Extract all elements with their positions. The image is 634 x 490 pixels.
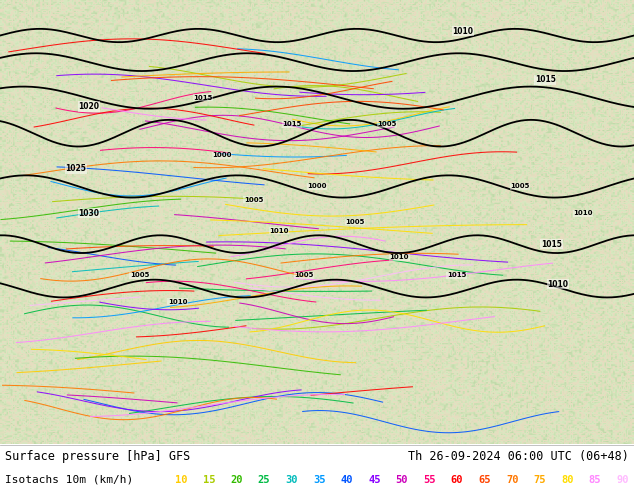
Text: 50: 50 bbox=[396, 475, 408, 485]
Text: 1005: 1005 bbox=[377, 122, 396, 127]
Text: 80: 80 bbox=[561, 475, 574, 485]
Text: 1030: 1030 bbox=[78, 209, 100, 218]
Text: 1015: 1015 bbox=[282, 122, 301, 127]
Text: 35: 35 bbox=[313, 475, 325, 485]
Text: 55: 55 bbox=[424, 475, 436, 485]
Text: 70: 70 bbox=[506, 475, 519, 485]
Text: 90: 90 bbox=[616, 475, 629, 485]
Text: 85: 85 bbox=[589, 475, 601, 485]
Text: 75: 75 bbox=[534, 475, 546, 485]
Text: 1005: 1005 bbox=[244, 197, 263, 203]
Text: Isotachs 10m (km/h): Isotachs 10m (km/h) bbox=[5, 475, 133, 485]
Text: 1000: 1000 bbox=[212, 152, 231, 158]
Text: 40: 40 bbox=[340, 475, 353, 485]
Text: 1010: 1010 bbox=[547, 280, 569, 289]
Text: 1015: 1015 bbox=[193, 95, 212, 100]
Text: 1020: 1020 bbox=[78, 102, 100, 111]
Text: 1005: 1005 bbox=[510, 183, 529, 190]
Text: 1015: 1015 bbox=[447, 272, 466, 278]
Text: 1010: 1010 bbox=[574, 210, 593, 216]
Text: 1010: 1010 bbox=[452, 26, 474, 36]
Text: 10: 10 bbox=[175, 475, 188, 485]
Text: 1005: 1005 bbox=[295, 272, 314, 278]
Text: 1000: 1000 bbox=[307, 183, 327, 190]
Text: Th 26-09-2024 06:00 UTC (06+48): Th 26-09-2024 06:00 UTC (06+48) bbox=[408, 450, 629, 464]
Text: 1010: 1010 bbox=[269, 228, 288, 234]
Text: 20: 20 bbox=[230, 475, 243, 485]
Text: 1005: 1005 bbox=[346, 219, 365, 225]
Text: 30: 30 bbox=[285, 475, 298, 485]
Text: 1025: 1025 bbox=[66, 164, 86, 173]
Text: Surface pressure [hPa] GFS: Surface pressure [hPa] GFS bbox=[5, 450, 190, 464]
Text: 60: 60 bbox=[451, 475, 463, 485]
Text: 25: 25 bbox=[258, 475, 270, 485]
Text: 1005: 1005 bbox=[130, 272, 149, 278]
Text: 1010: 1010 bbox=[390, 254, 409, 261]
Text: 1015: 1015 bbox=[541, 240, 562, 248]
Text: 1010: 1010 bbox=[168, 299, 187, 305]
Text: 65: 65 bbox=[479, 475, 491, 485]
Text: 15: 15 bbox=[203, 475, 215, 485]
Text: 45: 45 bbox=[368, 475, 380, 485]
Text: 1015: 1015 bbox=[535, 75, 555, 84]
